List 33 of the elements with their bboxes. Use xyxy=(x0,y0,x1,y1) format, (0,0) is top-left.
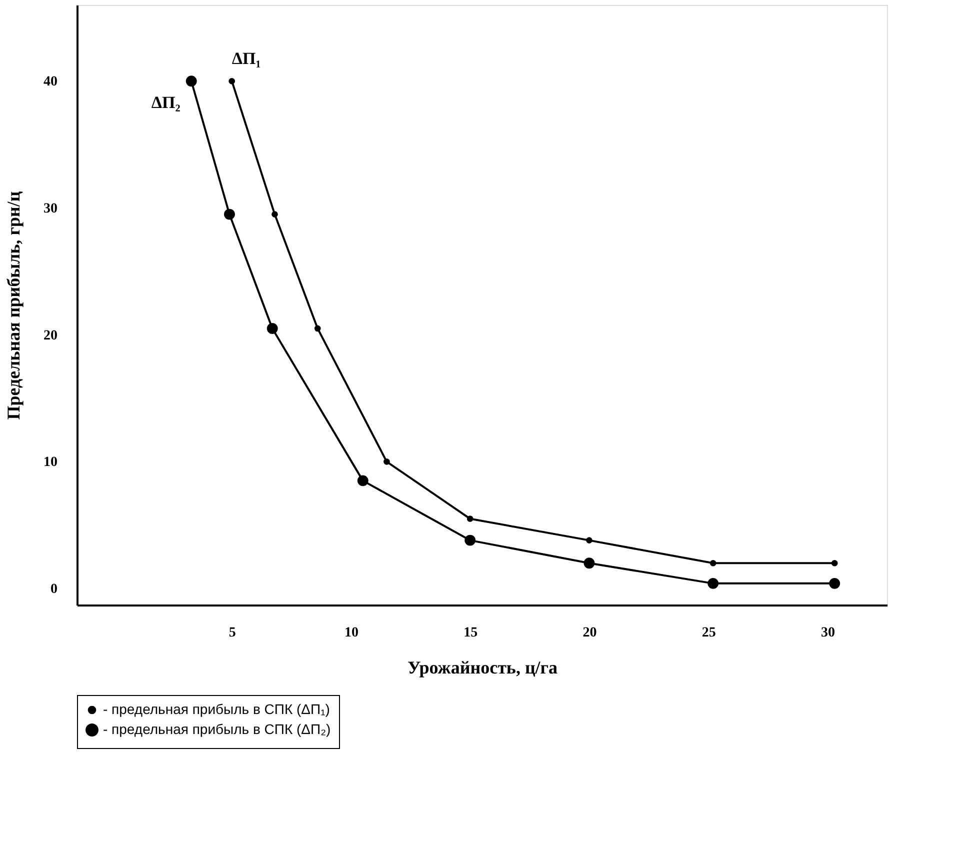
legend-label: - предельная прибыль в СПК (ΔП₂) xyxy=(103,721,331,737)
point xyxy=(357,475,368,486)
point xyxy=(466,516,474,522)
x-tick-label: 15 xyxy=(464,626,478,640)
point xyxy=(710,560,716,566)
y-tick-label: 40 xyxy=(44,74,58,90)
point xyxy=(272,211,278,218)
point xyxy=(266,323,278,334)
y-tick-label: 10 xyxy=(44,455,58,470)
y-tick-label: 0 xyxy=(50,582,58,598)
point xyxy=(708,578,719,589)
y-tick-label: 20 xyxy=(44,328,58,344)
point xyxy=(831,560,838,566)
point xyxy=(464,534,476,546)
x-tick-label: 20 xyxy=(582,626,597,640)
y-axis-title: Предельная прибыль, грн/ц xyxy=(4,190,24,420)
x-tick-label: 5 xyxy=(228,626,236,640)
legend-label: - предельная прибыль в СПК (ΔП₁) xyxy=(103,701,330,717)
point xyxy=(829,578,840,589)
point xyxy=(224,208,235,220)
point xyxy=(186,76,197,87)
point xyxy=(584,558,595,569)
point xyxy=(228,78,236,84)
x-axis-title: Урожайность, ц/га xyxy=(408,658,558,678)
point xyxy=(384,458,390,465)
x-tick-label: 25 xyxy=(702,626,716,640)
annotation: ΔП₁ xyxy=(232,49,261,68)
x-tick-label: 30 xyxy=(820,626,835,640)
x-tick-label: 10 xyxy=(344,626,358,640)
point xyxy=(314,325,321,332)
point xyxy=(586,537,592,544)
y-tick-label: 30 xyxy=(44,201,58,216)
annotation: ΔП₂ xyxy=(151,93,180,112)
